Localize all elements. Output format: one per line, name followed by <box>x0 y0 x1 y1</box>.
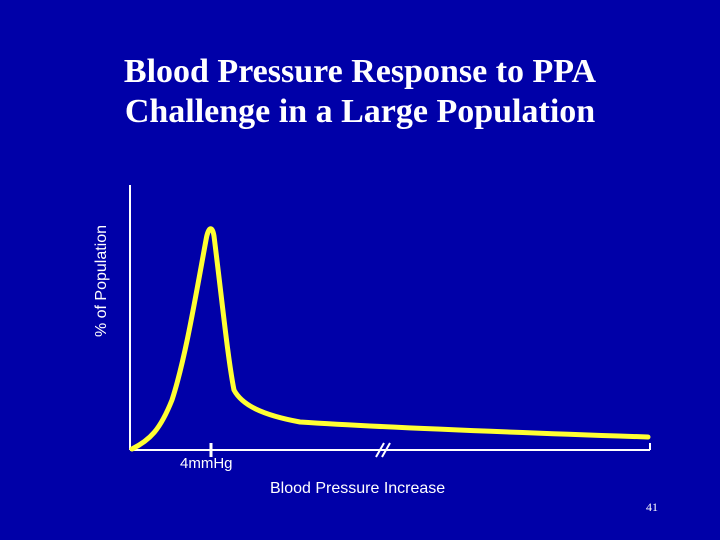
axis-break-mark <box>375 442 391 458</box>
chart-title: Blood Pressure Response to PPA Challenge… <box>60 52 660 132</box>
x-tick-label-4mmhg: 4mmHg <box>180 455 233 472</box>
chart-title-line-2: Challenge in a Large Population <box>124 93 596 130</box>
x-axis-label: Blood Pressure Increase <box>270 480 446 497</box>
population-response-curve <box>129 226 651 452</box>
chart-title-line-1: Blood Pressure Response to PPA <box>123 53 597 90</box>
slide-number: 41 <box>646 500 658 514</box>
y-axis-label: % of Population <box>93 224 110 338</box>
